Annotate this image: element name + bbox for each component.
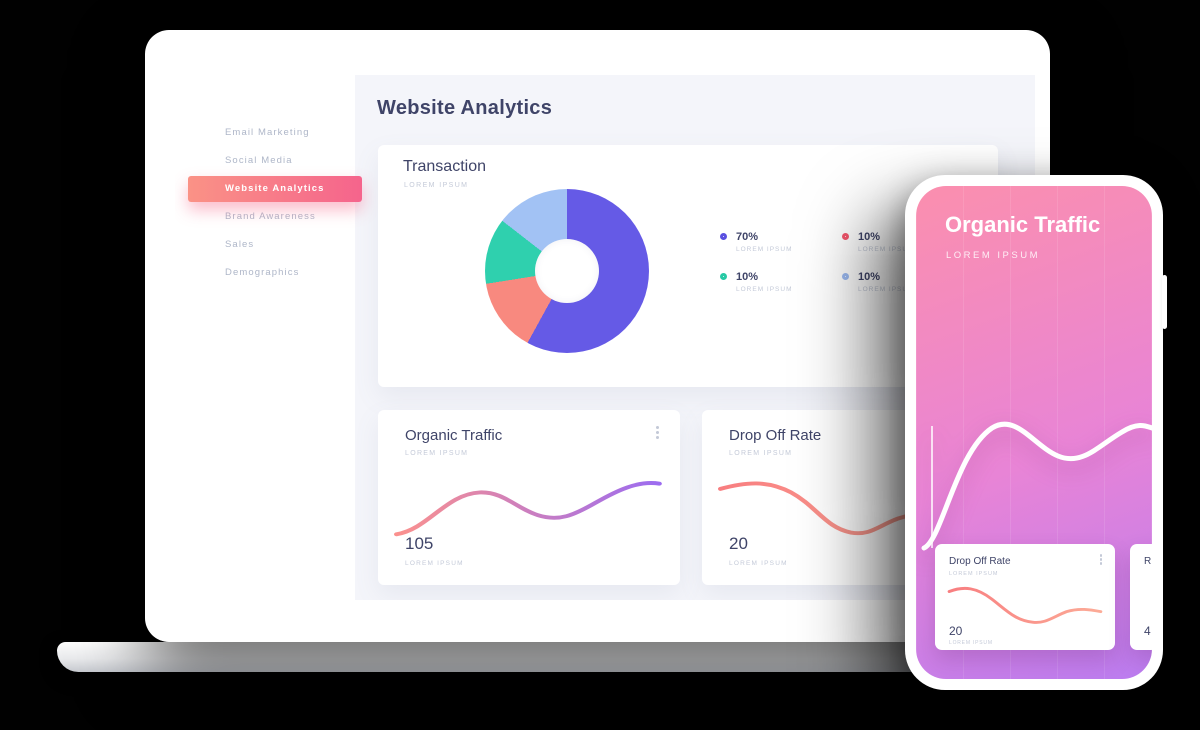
donut-hole <box>535 239 599 303</box>
phone-card-value: 4 <box>1144 624 1151 638</box>
sidebar-item-demographics[interactable]: Demographics <box>225 267 300 278</box>
kebab-menu-icon[interactable] <box>1097 554 1105 566</box>
sidebar-item-email-marketing[interactable]: Email Marketing <box>225 127 310 138</box>
organic-card-subtitle: LOREM IPSUM <box>405 450 469 457</box>
organic-card-title: Organic Traffic <box>405 427 503 444</box>
page-title: Website Analytics <box>377 97 553 119</box>
legend-ring-red-icon <box>842 233 849 240</box>
legend-item: 10% LOREM IPSUM <box>720 271 842 293</box>
phone-page-subtitle: LOREM IPSUM <box>946 250 1041 261</box>
legend-value: 70% <box>736 231 759 243</box>
phone-line-chart <box>921 421 1152 551</box>
phone-card-value: 20 <box>949 624 963 638</box>
organic-metric-label: LOREM IPSUM <box>405 560 464 567</box>
legend-label: LOREM IPSUM <box>858 246 915 253</box>
phone-partial-card: R 4 <box>1130 544 1152 650</box>
sidebar-item-sales[interactable]: Sales <box>225 239 255 250</box>
sidebar-item-social-media[interactable]: Social Media <box>225 155 293 166</box>
phone-page-title: Organic Traffic <box>945 212 1101 237</box>
legend-value: 10% <box>736 271 759 283</box>
sidebar: Email Marketing Social Media Website Ana… <box>175 75 362 600</box>
organic-line-chart <box>394 481 662 537</box>
phone-card-title: Drop Off Rate <box>949 556 1011 567</box>
transaction-card-title: Transaction <box>403 158 486 175</box>
donut-chart <box>485 189 649 353</box>
sidebar-item-website-analytics[interactable]: Website Analytics <box>188 176 362 202</box>
phone-dropoff-card: Drop Off Rate LOREM IPSUM 20 LOREM IPSUM <box>935 544 1115 650</box>
organic-traffic-card: Organic Traffic LOREM IPSUM 105 LO <box>378 410 680 585</box>
sidebar-nav: Email Marketing Social Media Website Ana… <box>175 119 362 287</box>
legend-item: 70% LOREM IPSUM <box>720 231 842 253</box>
dropoff-metric-value: 20 <box>729 534 748 553</box>
legend-label: LOREM IPSUM <box>858 286 915 293</box>
phone-card-title: R <box>1144 556 1152 567</box>
legend-value: 10% <box>858 271 881 283</box>
phone-mini-line-chart <box>947 586 1103 624</box>
legend-ring-purple-icon <box>720 233 727 240</box>
dropoff-card-subtitle: LOREM IPSUM <box>729 450 793 457</box>
organic-metric-value: 105 <box>405 534 434 553</box>
transaction-card: Transaction LOREM IPSUM 70% LOREM IPSUM <box>378 145 998 387</box>
legend-label: LOREM IPSUM <box>736 286 793 293</box>
donut-legend: 70% LOREM IPSUM 10% LOREM IPSUM <box>720 231 964 293</box>
dropoff-card-title: Drop Off Rate <box>729 427 822 444</box>
phone-screen: Organic Traffic LOREM IPSUM Drop Off Rat… <box>916 186 1152 679</box>
kebab-menu-icon[interactable] <box>652 426 662 442</box>
dropoff-metric-label: LOREM IPSUM <box>729 560 788 567</box>
legend-item: 10% LOREM IPSUM <box>842 271 964 293</box>
phone-card-subtitle: LOREM IPSUM <box>949 571 999 577</box>
legend-ring-teal-icon <box>720 273 727 280</box>
sidebar-item-brand-awareness[interactable]: Brand Awareness <box>225 211 316 222</box>
legend-value: 10% <box>858 231 881 243</box>
transaction-card-subtitle: LOREM IPSUM <box>404 182 469 189</box>
legend-ring-blue-icon <box>842 273 849 280</box>
legend-item: 10% LOREM IPSUM <box>842 231 964 253</box>
phone-card-value-label: LOREM IPSUM <box>949 640 993 646</box>
legend-label: LOREM IPSUM <box>736 246 793 253</box>
phone-side-button <box>1162 275 1167 329</box>
phone-mockup: Organic Traffic LOREM IPSUM Drop Off Rat… <box>905 175 1167 690</box>
